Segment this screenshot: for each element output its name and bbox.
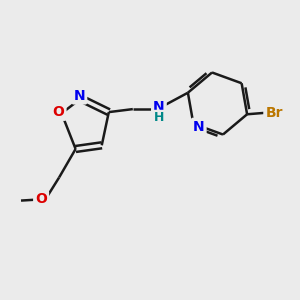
Text: N: N — [74, 88, 85, 103]
Text: Br: Br — [266, 106, 283, 120]
Text: O: O — [35, 192, 47, 206]
Text: H: H — [154, 111, 164, 124]
Text: N: N — [153, 100, 165, 114]
Text: N: N — [193, 120, 205, 134]
Text: O: O — [52, 105, 64, 119]
